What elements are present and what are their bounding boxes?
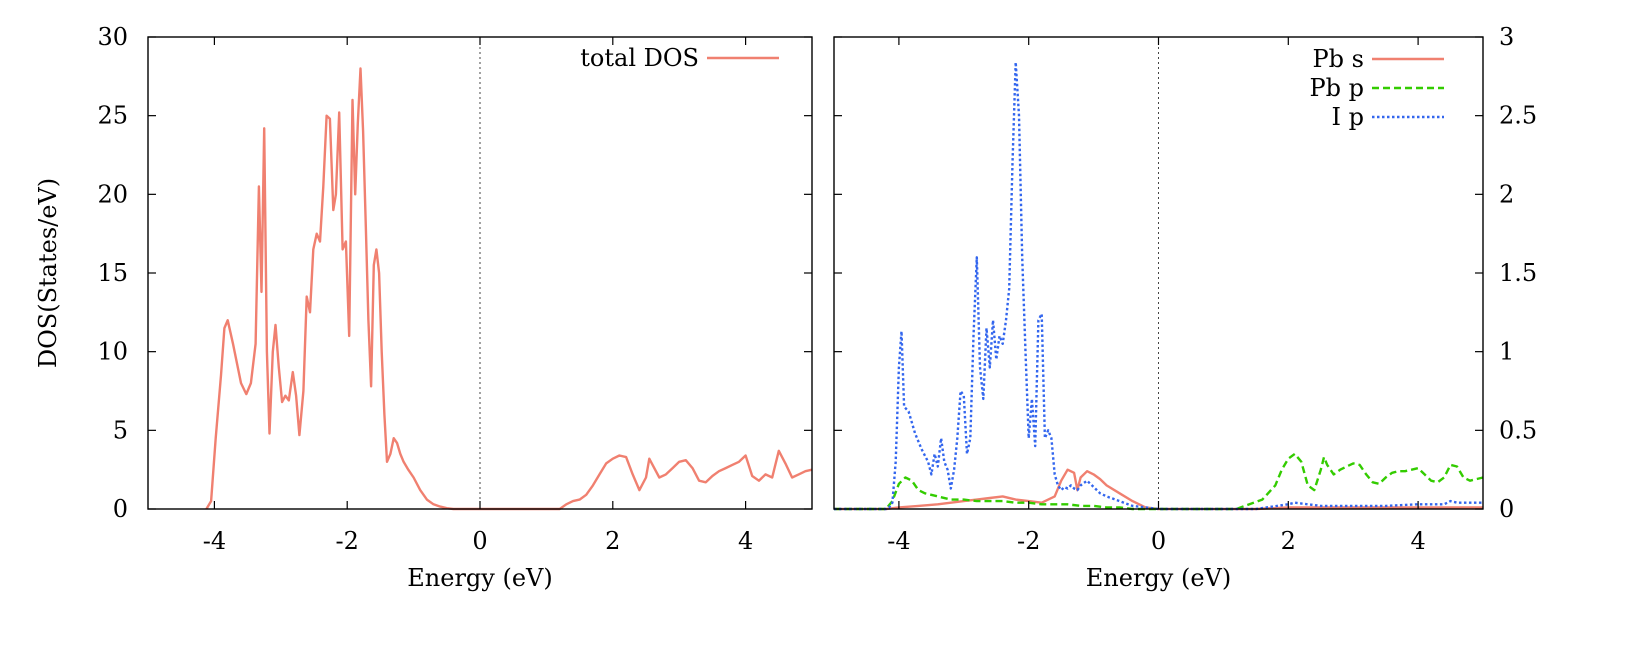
x-tick-label: 4 [1410, 527, 1425, 555]
y-tick-label: 10 [97, 338, 128, 366]
tick-layer: -4 -2 0 2 4 0 0.5 1 1.5 2 2.5 3 [834, 23, 1537, 555]
legend-label: Pb s [1313, 45, 1364, 73]
x-axis-title: Energy (eV) [407, 564, 552, 592]
legend-label: Pb p [1309, 74, 1364, 102]
y-tick-label: 2.5 [1499, 102, 1537, 130]
y-tick-label: 15 [97, 259, 128, 287]
x-tick-label: 2 [605, 527, 620, 555]
y-tick-label: 25 [97, 102, 128, 130]
y-tick-label: 3 [1499, 23, 1514, 51]
x-tick-label: 4 [738, 527, 753, 555]
x-axis-title: Energy (eV) [1086, 564, 1231, 592]
legend-label: total DOS [580, 44, 699, 72]
y-tick-label: 2 [1499, 180, 1514, 208]
tick-layer: -4 -2 0 2 4 0 5 10 15 20 25 30 [97, 23, 812, 555]
legend-label: I p [1332, 103, 1364, 131]
y-tick-label: 1.5 [1499, 259, 1537, 287]
y-tick-label: 5 [113, 416, 128, 444]
y-tick-label: 0 [1499, 495, 1514, 523]
legend: Pb sPb pI p [1309, 45, 1444, 131]
y-tick-label: 20 [97, 180, 128, 208]
legend: total DOS [580, 44, 779, 72]
series-layer [834, 61, 1484, 511]
x-tick-label: 0 [472, 527, 487, 555]
series-layer [205, 67, 813, 511]
y-axis-title: DOS(States/eV) [34, 178, 62, 368]
y-tick-label: 30 [97, 23, 128, 51]
x-tick-label: -2 [336, 527, 359, 555]
total-dos-panel: -4 -2 0 2 4 0 5 10 15 20 25 30 Energy (eV) DOS(Stat… [34, 23, 813, 592]
x-tick-label: -4 [203, 527, 226, 555]
x-tick-label: 2 [1281, 527, 1296, 555]
x-tick-label: -4 [887, 527, 910, 555]
partial-dos-panel: -4 -2 0 2 4 0 0.5 1 1.5 2 2.5 3 Energy (eV) Pb sPb … [833, 23, 1537, 592]
series-line-i-p [834, 61, 1483, 511]
y-tick-label: 1 [1499, 338, 1514, 366]
y-tick-label: 0 [113, 495, 128, 523]
y-tick-label: 0.5 [1499, 416, 1537, 444]
series-line-pb-p [834, 452, 1484, 511]
x-tick-label: -2 [1017, 527, 1040, 555]
x-tick-label: 0 [1151, 527, 1166, 555]
series-line-total-dos [205, 67, 813, 511]
